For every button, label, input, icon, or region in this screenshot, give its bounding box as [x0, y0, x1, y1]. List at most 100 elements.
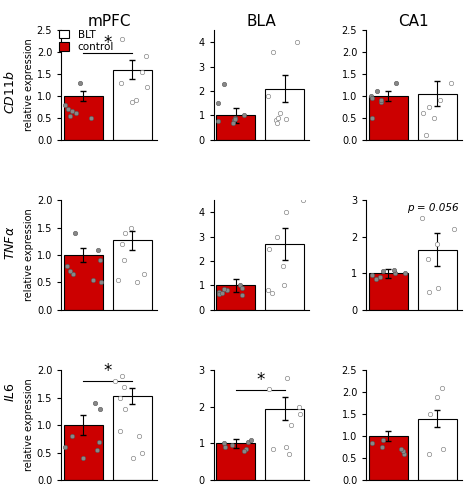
Point	[128, 98, 136, 106]
Point	[89, 276, 97, 283]
Point	[231, 116, 238, 124]
Point	[379, 268, 386, 276]
Point	[274, 114, 281, 122]
Point	[265, 384, 273, 392]
Point	[127, 224, 134, 232]
Point	[438, 384, 445, 392]
Point	[273, 116, 280, 124]
Bar	[216, 116, 255, 140]
Point	[273, 232, 280, 240]
Point	[215, 290, 223, 298]
Point	[61, 443, 69, 451]
Bar	[369, 436, 408, 480]
Point	[97, 404, 104, 412]
Text: *: *	[104, 34, 112, 52]
Bar	[113, 396, 152, 480]
Point	[65, 105, 72, 113]
Legend: BLT, control: BLT, control	[59, 30, 114, 52]
Point	[220, 80, 228, 88]
Point	[279, 262, 286, 270]
Point	[138, 448, 146, 456]
Point	[265, 92, 272, 100]
Title: CA1: CA1	[398, 14, 429, 29]
Bar	[64, 425, 103, 480]
Point	[391, 270, 398, 278]
Point	[214, 99, 222, 107]
Point	[221, 443, 228, 451]
Point	[284, 374, 291, 382]
Point	[220, 285, 228, 293]
Point	[129, 454, 137, 462]
Point	[240, 446, 248, 454]
Point	[140, 270, 147, 278]
Point	[121, 382, 128, 390]
Point	[120, 256, 128, 264]
Bar	[265, 88, 304, 140]
Point	[118, 372, 126, 380]
Point	[269, 48, 276, 56]
Point	[283, 443, 290, 451]
Point	[240, 112, 248, 120]
Point	[111, 377, 119, 385]
Point	[97, 278, 105, 286]
Point	[285, 450, 293, 458]
Bar	[216, 286, 255, 310]
Point	[236, 282, 244, 290]
Point	[447, 78, 455, 86]
Text: $TNF\alpha$: $TNF\alpha$	[4, 226, 17, 260]
Point	[95, 438, 103, 446]
Point	[437, 96, 444, 104]
Point	[122, 229, 129, 237]
Point	[282, 115, 290, 123]
Point	[61, 100, 69, 108]
Bar	[418, 94, 457, 140]
Text: $CD11b$: $CD11b$	[3, 70, 17, 115]
Point	[228, 441, 236, 449]
Point	[379, 436, 387, 444]
Point	[297, 410, 304, 418]
Point	[144, 83, 151, 91]
Point	[66, 112, 74, 120]
Point	[368, 271, 375, 279]
Bar	[369, 274, 408, 310]
Point	[66, 268, 73, 276]
Point	[214, 118, 222, 126]
Point	[265, 245, 273, 253]
Y-axis label: relative expression: relative expression	[24, 378, 34, 472]
Point	[223, 286, 230, 294]
Point	[377, 273, 384, 281]
Point	[96, 256, 104, 264]
Text: *: *	[256, 372, 264, 390]
Point	[229, 118, 236, 126]
Point	[368, 114, 375, 122]
Point	[418, 214, 426, 222]
Point	[422, 132, 430, 140]
Bar	[64, 255, 103, 310]
Point	[435, 284, 442, 292]
Point	[274, 118, 281, 126]
Point	[397, 446, 405, 454]
Point	[264, 286, 272, 294]
Bar	[418, 418, 457, 480]
Point	[114, 276, 122, 283]
Point	[91, 399, 99, 407]
Point	[119, 240, 126, 248]
Point	[118, 35, 126, 43]
Point	[243, 445, 250, 453]
Point	[118, 78, 125, 86]
Point	[247, 436, 255, 444]
Point	[280, 282, 287, 290]
Point	[425, 450, 432, 458]
Point	[287, 421, 295, 429]
Y-axis label: relative expression: relative expression	[24, 38, 34, 132]
Point	[133, 278, 140, 286]
Point	[425, 288, 433, 296]
Point	[367, 92, 374, 100]
Bar	[216, 444, 255, 480]
Point	[64, 262, 71, 270]
Point	[238, 291, 246, 299]
Point	[88, 114, 95, 122]
Point	[424, 254, 431, 262]
Point	[372, 275, 380, 283]
Point	[439, 446, 447, 454]
